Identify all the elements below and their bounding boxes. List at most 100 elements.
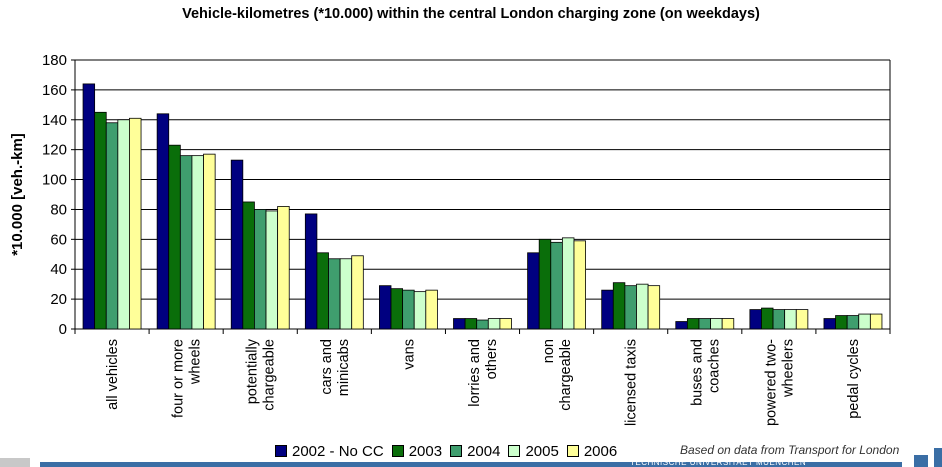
- x-tick-label-line: non: [541, 339, 557, 363]
- bar: [721, 318, 735, 330]
- bar: [453, 318, 466, 330]
- x-tick-label-line: pedal cycles: [846, 339, 862, 419]
- footer-bar: [40, 462, 902, 467]
- bar: [846, 315, 860, 330]
- bar: [612, 282, 626, 330]
- bar: [772, 309, 786, 330]
- legend-swatch: [566, 445, 579, 457]
- x-tick-label-line: minicabs: [336, 339, 352, 396]
- x-tick-label-line: chargeable: [262, 339, 278, 411]
- bar: [390, 288, 404, 330]
- bar: [105, 122, 119, 330]
- legend-item: 2002 - No CC: [275, 443, 384, 460]
- x-tick-label-line: licensed taxis: [624, 339, 640, 426]
- x-tick-label-line: four or more: [171, 339, 187, 418]
- x-tick-label: licensed taxis: [624, 339, 640, 426]
- x-tick-label-line: vans: [401, 339, 417, 370]
- bar: [601, 289, 614, 330]
- footer-institution-text: TECHNISCHE UNIVERSITAET MUENCHEN: [630, 458, 807, 467]
- bar: [686, 318, 700, 330]
- x-tick-label: potentiallychargeable: [245, 338, 278, 410]
- x-tick-label: all vehicles: [105, 339, 121, 410]
- bar: [265, 210, 279, 330]
- bar: [425, 289, 438, 330]
- x-tick-label-line: wheelers: [780, 339, 796, 398]
- bar: [156, 113, 170, 330]
- y-tick-label: 80: [50, 201, 67, 218]
- bar: [191, 155, 204, 330]
- source-note: Based on data from Transport for London: [680, 443, 900, 457]
- bar: [94, 111, 107, 330]
- bar: [869, 313, 883, 330]
- y-axis-label: *10.000 [veh.-km]: [9, 133, 26, 256]
- logo-mark: [914, 455, 928, 467]
- bar: [858, 313, 871, 330]
- y-tick-label: 140: [42, 112, 67, 129]
- bar: [339, 258, 353, 330]
- bar: [550, 241, 563, 330]
- bar: [647, 285, 661, 330]
- bar: [179, 155, 193, 330]
- logo-mark-bar: [934, 448, 942, 467]
- y-tick-label: 160: [42, 82, 67, 99]
- bar: [242, 201, 255, 330]
- y-tick-label: 20: [50, 291, 67, 308]
- legend-swatch: [450, 445, 463, 457]
- bar: [795, 309, 809, 330]
- bar: [499, 318, 512, 330]
- bar: [203, 153, 216, 330]
- x-tick-label: vans: [401, 339, 417, 370]
- x-tick-label: nonchargeable: [541, 339, 574, 411]
- bar: [351, 255, 364, 330]
- legend-item: 2005: [508, 442, 559, 460]
- bar: [277, 206, 290, 330]
- bar: [561, 237, 575, 330]
- y-tick-label: 60: [50, 231, 67, 248]
- legend-label: 2002 - No CC: [292, 442, 384, 460]
- bar: [698, 318, 711, 330]
- bar: [636, 283, 649, 330]
- legend-item: 2003: [391, 442, 443, 460]
- bar: [254, 209, 267, 330]
- x-tick-label-line: coaches: [706, 339, 722, 393]
- legend-label: 2005: [525, 442, 559, 460]
- legend-item: 2006: [566, 443, 617, 460]
- bar: [230, 159, 244, 330]
- legend-swatch: [391, 445, 404, 457]
- x-tick-label-line: powered two-: [763, 339, 779, 426]
- bar: [316, 252, 329, 330]
- legend-swatch: [275, 445, 287, 457]
- bar: [304, 213, 318, 330]
- footer-left-block: [0, 458, 30, 467]
- y-tick-label: 120: [42, 142, 67, 159]
- x-tick-label: buses andcoaches: [689, 339, 722, 406]
- bar: [82, 83, 96, 330]
- x-tick-label-line: buses and: [689, 339, 705, 406]
- bar: [168, 144, 181, 330]
- bar: [675, 321, 688, 330]
- bar: [129, 117, 142, 330]
- bar: [784, 309, 797, 330]
- x-tick-label-line: lorries and: [467, 339, 483, 407]
- bar: [538, 238, 552, 330]
- y-tick-label: 180: [42, 52, 67, 69]
- x-tick-label: lorries andothers: [467, 339, 500, 407]
- chart-title: Vehicle-kilometres (*10.000) within the …: [182, 6, 760, 22]
- bar: [761, 307, 774, 330]
- y-tick-label: 100: [42, 172, 67, 189]
- legend-swatch: [508, 445, 521, 457]
- y-tick-label: 40: [50, 261, 67, 278]
- x-tick-label-line: all vehicles: [105, 339, 121, 410]
- chart-legend: 2002 - No CC 2003 2004 2005 2006: [275, 441, 625, 461]
- x-tick-label-line: chargeable: [558, 339, 574, 411]
- bar: [527, 252, 540, 330]
- bar: [379, 285, 392, 330]
- bar: [624, 285, 637, 330]
- bar: [464, 318, 478, 330]
- legend-label: 2003: [408, 442, 443, 460]
- x-tick-label-line: others: [484, 339, 500, 379]
- y-tick-label: 0: [59, 321, 67, 338]
- x-tick-label: powered two-wheelers: [763, 339, 796, 426]
- bar: [413, 291, 427, 330]
